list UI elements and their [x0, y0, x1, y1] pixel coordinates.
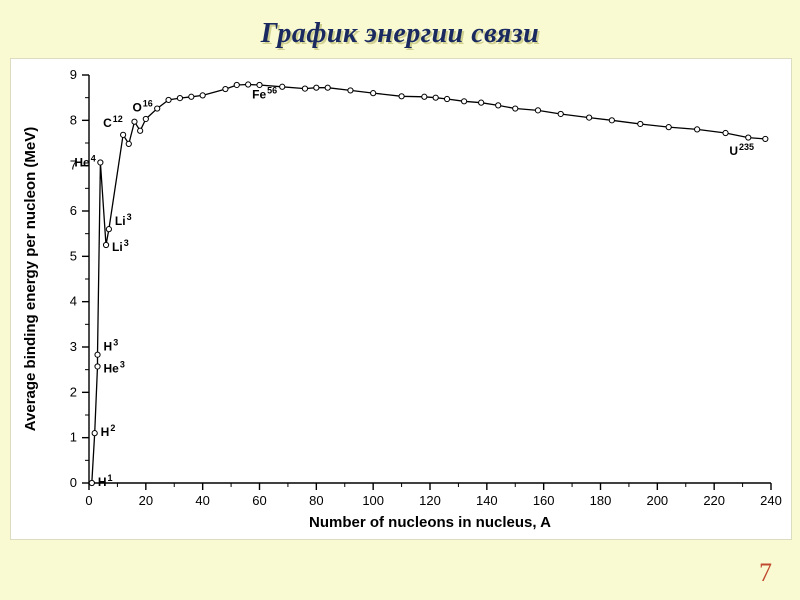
svg-text:1: 1: [70, 430, 77, 445]
svg-text:H1: H1: [98, 473, 113, 489]
svg-text:80: 80: [309, 493, 323, 508]
svg-text:C12: C12: [103, 114, 123, 130]
svg-text:Li3: Li3: [115, 212, 132, 228]
svg-text:160: 160: [533, 493, 555, 508]
page-number: 7: [759, 558, 772, 588]
svg-text:Number of nucleons in nucleus,: Number of nucleons in nucleus, A: [309, 514, 551, 531]
svg-text:40: 40: [195, 493, 209, 508]
chart-svg: 0 20 40 60 80 100 120 140 160 180 200 220 240 0 1 2 3 4 5 6…: [11, 59, 791, 539]
svg-text:4: 4: [70, 294, 77, 309]
svg-text:220: 220: [703, 493, 725, 508]
svg-text:0: 0: [70, 475, 77, 490]
svg-text:6: 6: [70, 203, 77, 218]
slide: График энергии связи График энергии связ…: [0, 0, 800, 600]
slide-title: График энергии связи График энергии связ…: [0, 18, 800, 50]
title-main: График энергии связи: [261, 18, 540, 49]
svg-text:U235: U235: [729, 142, 754, 158]
svg-text:0: 0: [85, 493, 92, 508]
svg-text:H3: H3: [104, 338, 119, 354]
binding-energy-chart: 0 20 40 60 80 100 120 140 160 180 200 220 240 0 1 2 3 4 5 6…: [10, 58, 792, 540]
svg-text:140: 140: [476, 493, 498, 508]
svg-text:180: 180: [590, 493, 612, 508]
svg-text:60: 60: [252, 493, 266, 508]
svg-text:120: 120: [419, 493, 441, 508]
svg-text:200: 200: [646, 493, 668, 508]
svg-text:5: 5: [70, 248, 77, 263]
svg-text:He3: He3: [104, 359, 125, 375]
svg-text:100: 100: [362, 493, 384, 508]
svg-text:3: 3: [70, 339, 77, 354]
svg-text:8: 8: [70, 112, 77, 127]
svg-text:H2: H2: [101, 423, 116, 439]
svg-text:2: 2: [70, 384, 77, 399]
svg-text:Fe56: Fe56: [252, 86, 277, 102]
svg-text:O16: O16: [132, 99, 152, 115]
svg-text:240: 240: [760, 493, 782, 508]
svg-text:9: 9: [70, 67, 77, 82]
svg-text:He4: He4: [74, 153, 95, 169]
svg-text:20: 20: [139, 493, 153, 508]
svg-text:Li3: Li3: [112, 238, 129, 254]
svg-text:Average binding energy per nuc: Average binding energy per nucleon (MeV): [22, 127, 39, 432]
